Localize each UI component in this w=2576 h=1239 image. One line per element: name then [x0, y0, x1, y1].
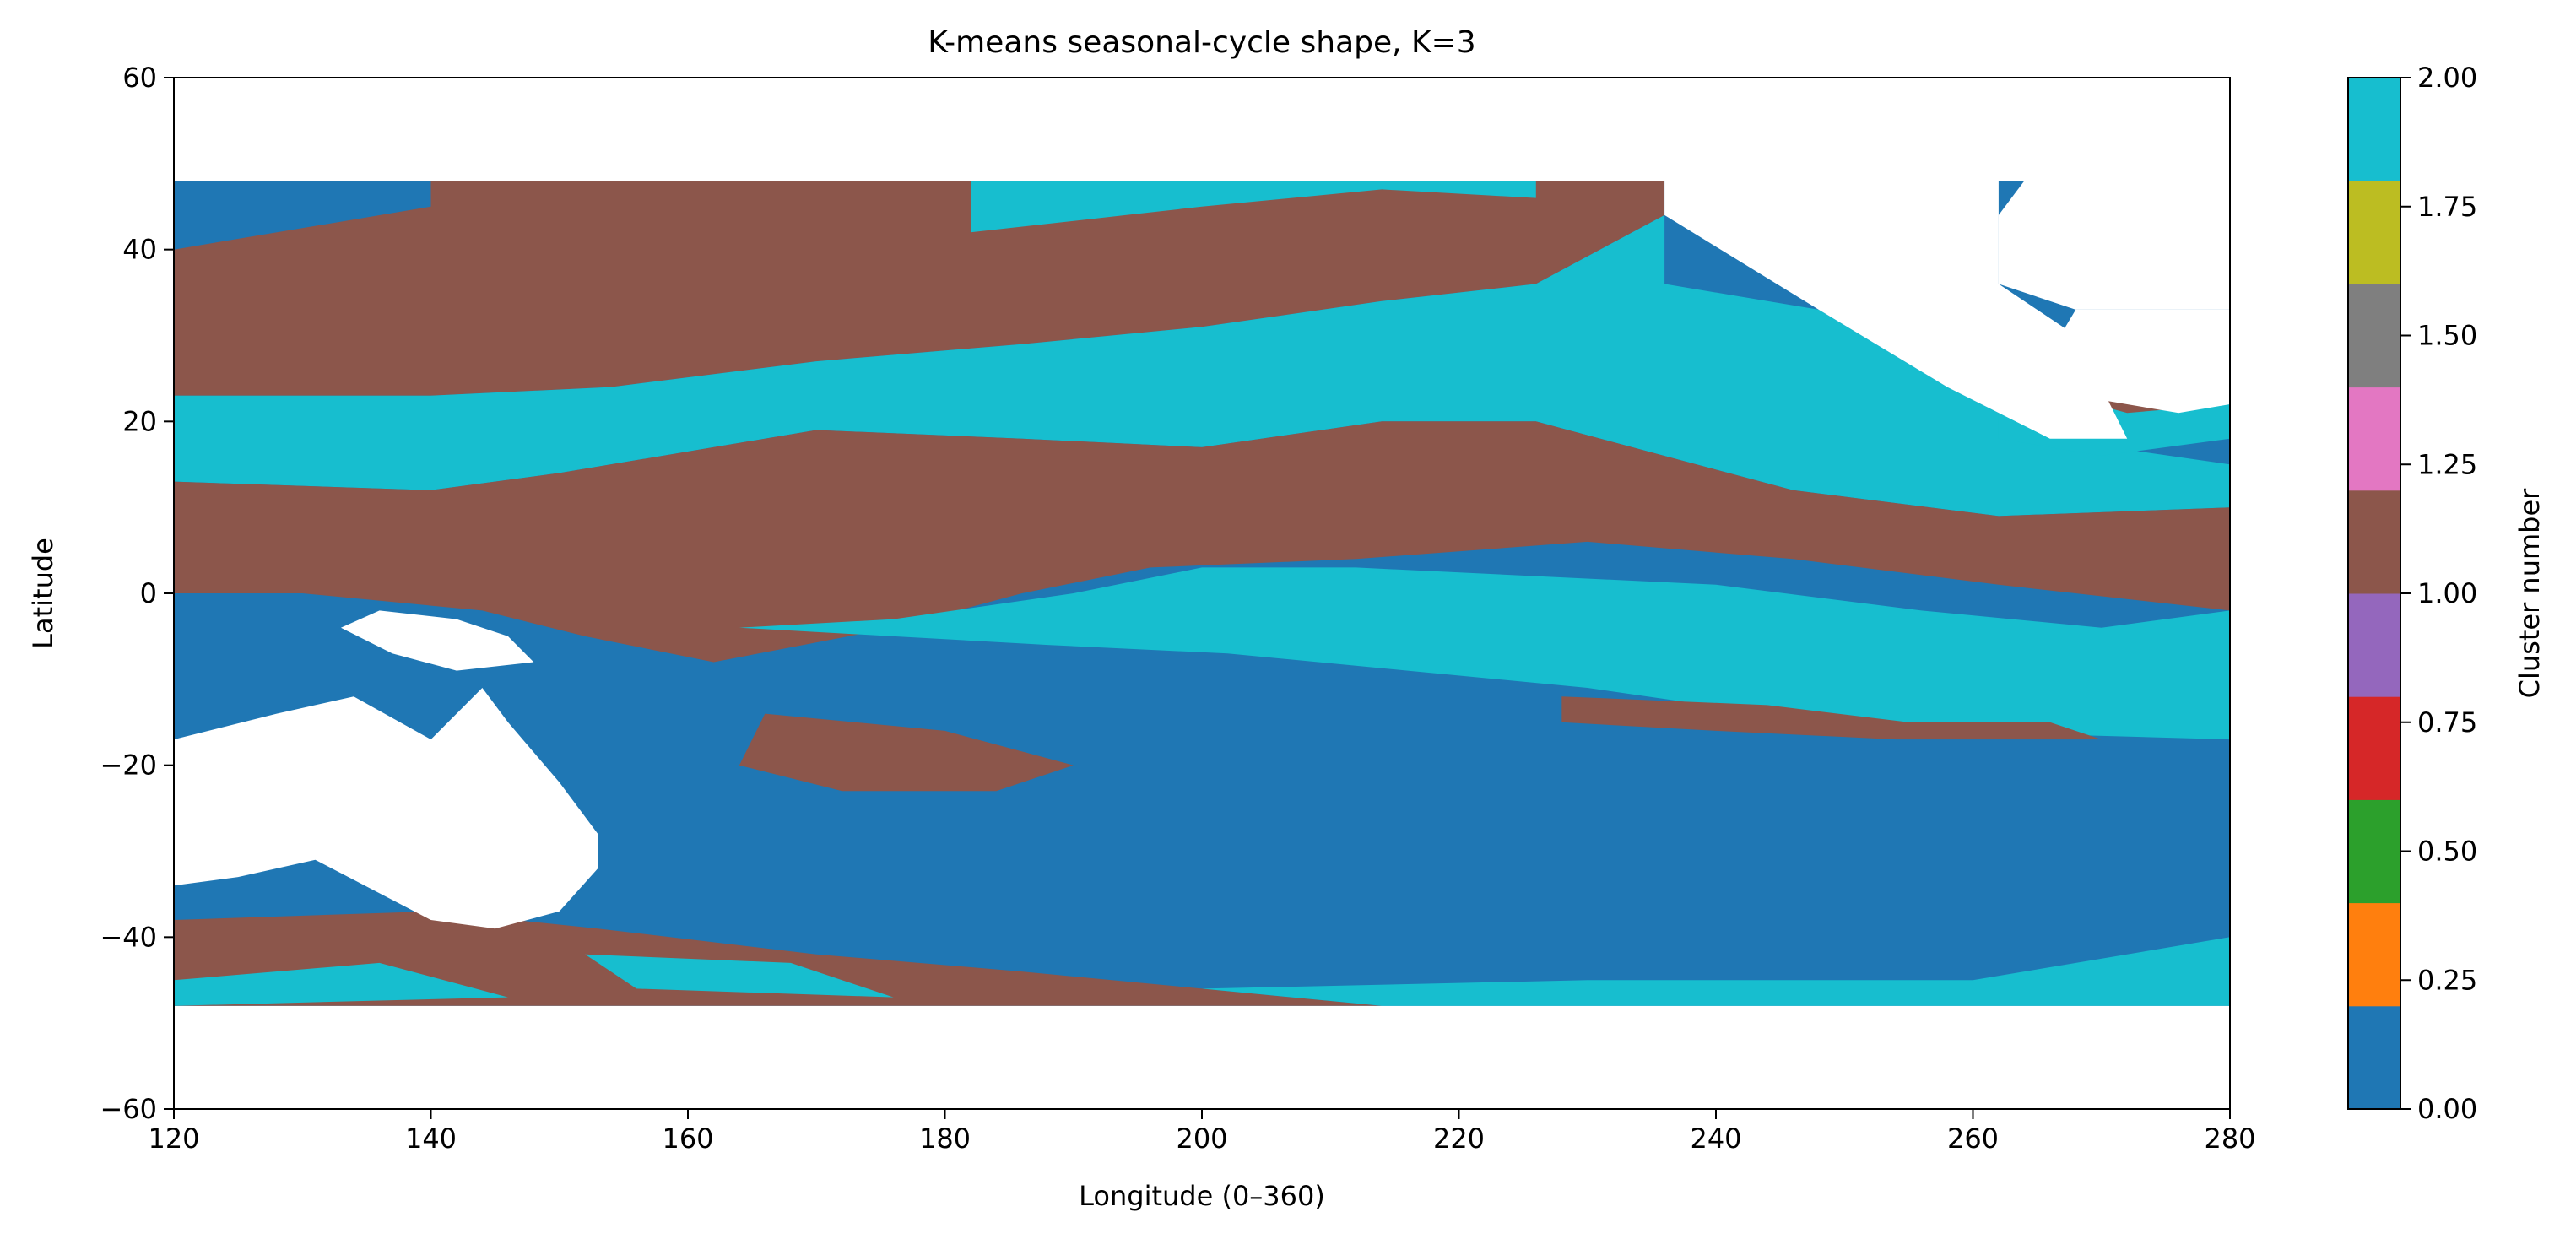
colorbar-segment — [2348, 284, 2400, 388]
colorbar-segment — [2348, 78, 2400, 181]
cluster-1-region — [174, 911, 1383, 1006]
x-axis-label: Longitude (0–360) — [1079, 1180, 1325, 1212]
missing-region — [1998, 181, 2230, 310]
colorbar-ticks: 0.00 0.25 0.50 0.75 1.00 1.25 1.50 1.75 2.00 — [2400, 62, 2477, 1125]
x-tick-label: 220 — [1433, 1123, 1485, 1155]
colorbar-tick-label: 1.50 — [2417, 320, 2477, 352]
colorbar-segment — [2348, 490, 2400, 594]
cluster-1-region — [174, 181, 1665, 396]
missing-region — [174, 688, 598, 929]
missing-region — [340, 610, 534, 671]
colorbar-tick-label: 1.00 — [2417, 577, 2477, 609]
cluster-2-region — [971, 181, 1536, 233]
cluster-1-region — [739, 713, 1074, 792]
colorbar-tick-label: 0.50 — [2417, 836, 2477, 868]
cluster-2-region — [174, 214, 2230, 517]
x-tick-label: 200 — [1176, 1123, 1227, 1155]
cluster-2-region — [174, 962, 508, 1006]
cluster-2-region — [585, 954, 894, 998]
cluster-1-region — [174, 421, 2230, 663]
colorbar-segment — [2348, 181, 2400, 284]
x-tick-label: 120 — [148, 1123, 199, 1155]
y-tick-label: 60 — [122, 62, 157, 94]
missing-region — [2049, 309, 2230, 414]
y-tick-label: −20 — [100, 749, 157, 782]
colorbar-segment — [2348, 1005, 2400, 1110]
x-tick-label: 280 — [2204, 1123, 2255, 1155]
y-tick-label: −60 — [100, 1093, 157, 1125]
y-tick-label: 0 — [140, 577, 157, 609]
x-tick-label: 160 — [662, 1123, 713, 1155]
y-tick-label: −40 — [100, 921, 157, 953]
colorbar-segment — [2348, 799, 2400, 904]
colorbar-label: Cluster number — [2514, 488, 2546, 698]
chart-title: K-means seasonal-cycle shape, K=3 — [928, 25, 1475, 60]
x-tick-label: 240 — [1690, 1123, 1741, 1155]
cluster-2-region — [739, 567, 2230, 740]
y-tick-label: 20 — [122, 405, 157, 437]
colorbar — [2348, 78, 2400, 1110]
x-axis: 120 140 160 180 200 220 240 260 280 — [148, 1109, 2256, 1155]
colorbar-segment — [2348, 902, 2400, 1007]
colorbar-segment — [2348, 593, 2400, 697]
x-tick-label: 140 — [405, 1123, 457, 1155]
y-axis-label: Latitude — [27, 538, 59, 649]
y-axis: 60 40 20 0 −20 −40 −60 — [100, 62, 174, 1125]
colorbar-tick-label: 1.25 — [2417, 448, 2477, 480]
colorbar-tick-label: 0.25 — [2417, 964, 2477, 996]
y-tick-label: 40 — [122, 234, 157, 266]
cluster-1-region — [1561, 696, 2102, 740]
colorbar-tick-label: 0.75 — [2417, 706, 2477, 739]
colorbar-tick-label: 0.00 — [2417, 1093, 2477, 1125]
x-tick-label: 260 — [1947, 1123, 1999, 1155]
cluster-2-region — [1202, 937, 2230, 1006]
colorbar-tick-label: 2.00 — [2417, 62, 2477, 94]
heatmap-plot — [174, 78, 2230, 1109]
missing-data — [174, 181, 2230, 929]
x-tick-label: 180 — [919, 1123, 971, 1155]
colorbar-tick-label: 1.75 — [2417, 191, 2477, 223]
colorbar-segment — [2348, 696, 2400, 800]
colorbar-segment — [2348, 387, 2400, 491]
missing-region — [1664, 181, 2128, 439]
